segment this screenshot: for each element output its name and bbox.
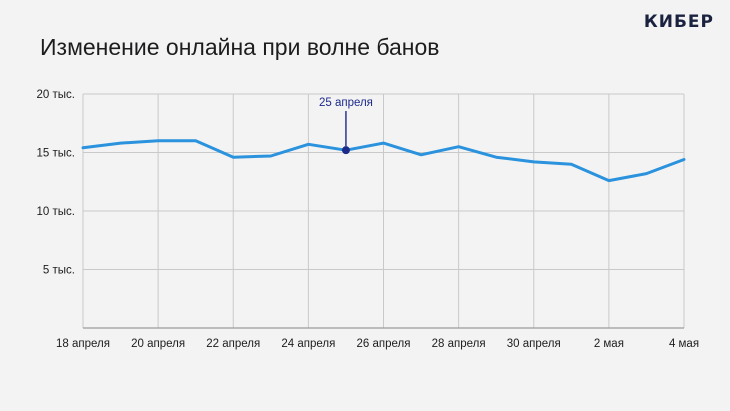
- grid-lines: [82, 93, 685, 328]
- x-tick-label: 24 апреля: [281, 338, 335, 350]
- x-tick-label: 4 мая: [669, 338, 699, 350]
- series-line: [81, 139, 686, 183]
- y-tick-label: 5 тыс.: [43, 265, 75, 277]
- x-tick-label: 30 апреля: [507, 338, 561, 350]
- series: [81, 139, 686, 183]
- y-tick-label: 15 тыс.: [37, 148, 75, 160]
- annotation-marker: [341, 146, 350, 155]
- kiber-logo: КИБЕР: [643, 12, 714, 32]
- annotations: 25 апреля: [319, 97, 373, 155]
- x-tick-label: 2 мая: [594, 338, 624, 350]
- annotation-label: 25 апреля: [319, 97, 373, 109]
- y-axis-labels: 20 тыс. 15 тыс. 10 тыс. 5 тыс.: [37, 89, 75, 277]
- y-tick-label: 20 тыс.: [37, 89, 75, 101]
- x-tick-label: 26 апреля: [357, 338, 411, 350]
- y-tick-label: 10 тыс.: [37, 206, 75, 218]
- x-tick-label: 20 апреля: [131, 338, 185, 350]
- x-axis-labels: 18 апреля 20 апреля 22 апреля 24 апреля 26 а…: [56, 338, 699, 350]
- x-tick-label: 18 апреля: [56, 338, 110, 350]
- chart-title: Изменение онлайна при волне банов: [40, 34, 440, 60]
- x-tick-label: 22 апреля: [206, 338, 260, 350]
- x-tick-label: 28 апреля: [432, 338, 486, 350]
